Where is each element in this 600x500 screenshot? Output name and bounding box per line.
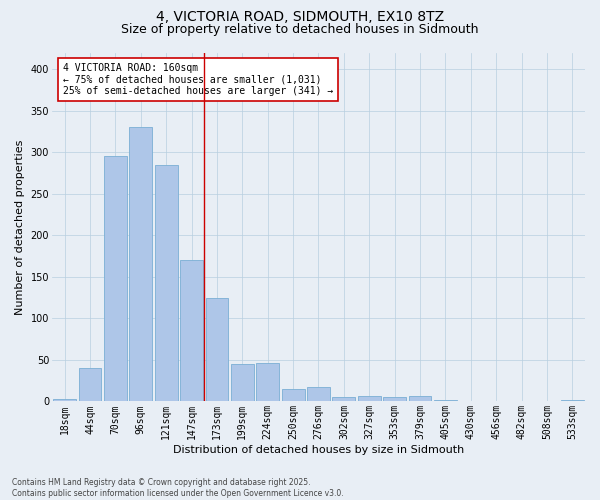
Bar	[104, 156, 127, 402]
Bar	[383, 398, 406, 402]
Bar	[281, 389, 305, 402]
Bar	[332, 398, 355, 402]
Text: Size of property relative to detached houses in Sidmouth: Size of property relative to detached ho…	[121, 22, 479, 36]
Bar	[206, 298, 229, 402]
Text: Contains HM Land Registry data © Crown copyright and database right 2025.
Contai: Contains HM Land Registry data © Crown c…	[12, 478, 344, 498]
Bar	[180, 260, 203, 402]
X-axis label: Distribution of detached houses by size in Sidmouth: Distribution of detached houses by size …	[173, 445, 464, 455]
Text: 4, VICTORIA ROAD, SIDMOUTH, EX10 8TZ: 4, VICTORIA ROAD, SIDMOUTH, EX10 8TZ	[156, 10, 444, 24]
Bar	[307, 388, 330, 402]
Bar	[409, 396, 431, 402]
Text: 4 VICTORIA ROAD: 160sqm
← 75% of detached houses are smaller (1,031)
25% of semi: 4 VICTORIA ROAD: 160sqm ← 75% of detache…	[62, 63, 333, 96]
Y-axis label: Number of detached properties: Number of detached properties	[15, 140, 25, 314]
Bar	[256, 363, 279, 402]
Bar	[53, 399, 76, 402]
Bar	[561, 400, 584, 402]
Bar	[79, 368, 101, 402]
Bar	[130, 128, 152, 402]
Bar	[155, 166, 178, 402]
Bar	[434, 400, 457, 402]
Bar	[231, 364, 254, 402]
Bar	[358, 396, 380, 402]
Bar	[485, 400, 508, 402]
